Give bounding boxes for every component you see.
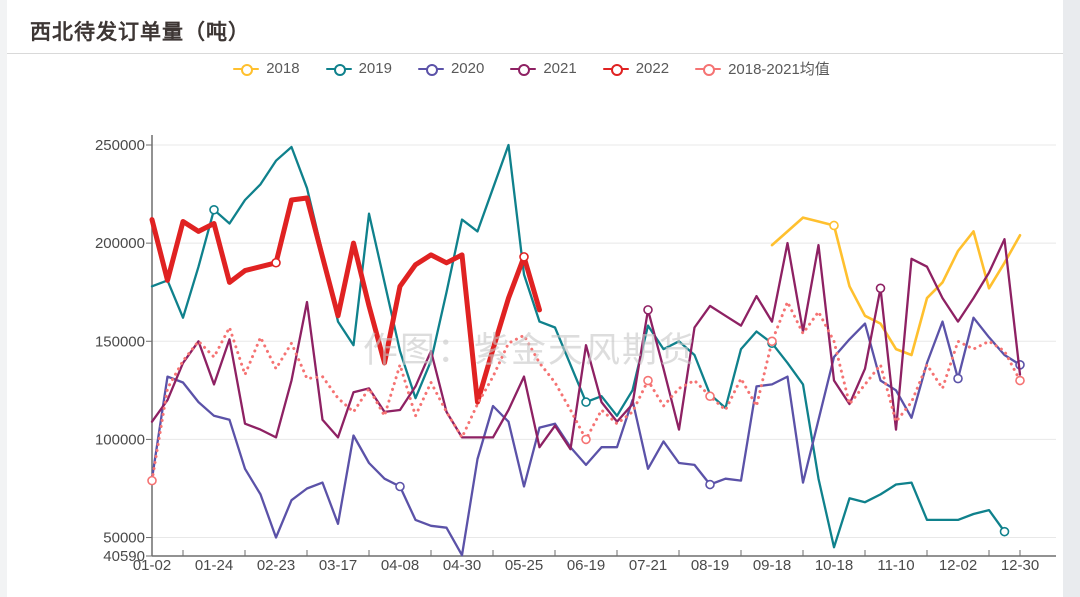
series-marker-2020 bbox=[705, 479, 715, 490]
legend-label: 2020 bbox=[450, 60, 485, 77]
series-marker-2022 bbox=[519, 252, 529, 262]
x-axis-label: 01-24 bbox=[195, 557, 233, 574]
x-axis-label: 09-18 bbox=[753, 557, 791, 574]
legend-marker-icon bbox=[510, 63, 537, 76]
series-marker-2018-2021- bbox=[1015, 375, 1025, 386]
x-axis-label: 08-19 bbox=[691, 557, 729, 574]
x-axis-label: 06-19 bbox=[567, 557, 605, 574]
series-line-2021 bbox=[150, 238, 1022, 451]
legend-marker-icon bbox=[695, 63, 722, 76]
legend-item-2020[interactable]: 2020 bbox=[417, 60, 485, 77]
series-line-2022 bbox=[149, 195, 542, 405]
y-axis-label: 200000 bbox=[95, 235, 145, 252]
legend-label: 2019 bbox=[358, 60, 392, 77]
series-line-2018 bbox=[770, 216, 1022, 357]
series-marker-2018-2021- bbox=[705, 391, 715, 402]
legend-label: 2018 bbox=[266, 60, 300, 77]
y-axis-label: 40590 bbox=[103, 548, 145, 565]
series-marker-2020 bbox=[953, 373, 963, 384]
x-axis-label: 03-17 bbox=[319, 557, 357, 574]
series-marker-2022 bbox=[271, 257, 281, 268]
series-marker-2018-2021- bbox=[767, 336, 777, 347]
y-axis-label: 50000 bbox=[103, 530, 145, 547]
legend-marker-icon bbox=[233, 63, 260, 76]
x-axis-label: 02-23 bbox=[257, 557, 295, 574]
series-marker-2018-2021- bbox=[147, 475, 157, 486]
page-title: 西北待发订单量（吨） bbox=[30, 21, 250, 44]
series-marker-2019 bbox=[999, 526, 1010, 537]
series-line-2020 bbox=[150, 316, 1022, 557]
series-marker-2018-2021- bbox=[643, 375, 653, 386]
legend-marker-icon bbox=[602, 63, 629, 76]
x-axis-label: 01-02 bbox=[133, 557, 171, 574]
series-line-2018-2021- bbox=[150, 300, 1022, 483]
series-marker-2018 bbox=[829, 220, 839, 231]
legend-label: 2018-2021均值 bbox=[728, 61, 830, 78]
legend-label: 2022 bbox=[635, 60, 670, 77]
legend-item-2022[interactable]: 2022 bbox=[602, 60, 670, 77]
series-line-2019 bbox=[150, 143, 1006, 549]
x-axis-label: 05-25 bbox=[505, 557, 543, 574]
legend-item-2018-2021-[interactable]: 2018-2021均值 bbox=[695, 58, 830, 79]
series-marker-2021 bbox=[875, 283, 886, 294]
x-axis-label: 12-30 bbox=[1001, 557, 1039, 574]
page-left-margin bbox=[0, 0, 7, 597]
title-divider bbox=[7, 53, 1063, 54]
page-right-margin bbox=[1063, 0, 1080, 597]
series-marker-2021 bbox=[643, 305, 653, 315]
chart-legend: 2018 2019 2020 2021 2022 2018-2021均值 bbox=[0, 58, 1063, 79]
x-axis-label: 12-02 bbox=[939, 557, 977, 574]
series-marker-2020 bbox=[395, 481, 405, 492]
series-marker-2019 bbox=[581, 397, 591, 407]
legend-marker-icon bbox=[417, 63, 444, 76]
y-axis-label: 100000 bbox=[95, 431, 145, 448]
series-marker-2019 bbox=[209, 204, 219, 215]
series-marker-2018-2021- bbox=[581, 434, 591, 445]
x-axis-label: 11-10 bbox=[877, 557, 914, 574]
y-axis-label: 250000 bbox=[95, 137, 145, 154]
legend-item-2018[interactable]: 2018 bbox=[233, 60, 300, 77]
legend-item-2019[interactable]: 2019 bbox=[325, 60, 392, 77]
legend-label: 2021 bbox=[543, 60, 577, 77]
x-axis-label: 07-21 bbox=[629, 557, 667, 574]
x-axis-label: 04-08 bbox=[381, 557, 419, 574]
legend-marker-icon bbox=[325, 63, 352, 76]
y-axis-label: 150000 bbox=[95, 333, 145, 350]
x-axis-label: 04-30 bbox=[443, 557, 481, 574]
legend-item-2021[interactable]: 2021 bbox=[510, 60, 577, 77]
x-axis-label: 10-18 bbox=[815, 557, 853, 574]
